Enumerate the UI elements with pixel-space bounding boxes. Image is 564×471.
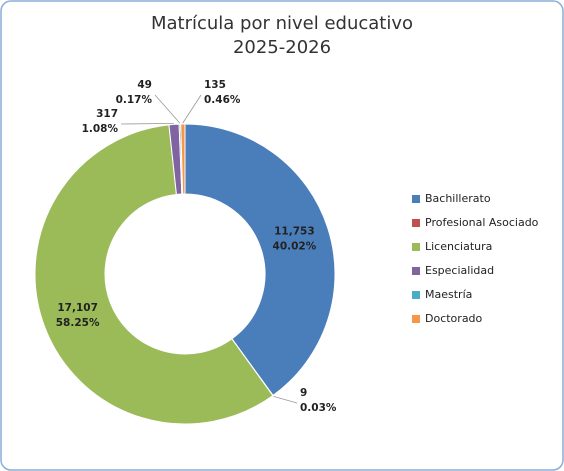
legend-label: Licenciatura	[425, 240, 492, 253]
data-label: 40.02%	[273, 241, 317, 253]
leader-line	[182, 94, 202, 124]
data-label: 9	[300, 387, 307, 399]
legend-label: Doctorado	[425, 312, 483, 325]
data-label: 1.08%	[82, 123, 119, 135]
data-label: 49	[137, 79, 152, 91]
leader-line	[120, 123, 174, 125]
data-label: 11,753	[274, 226, 315, 238]
data-label: 135	[204, 79, 226, 91]
data-label: 0.17%	[116, 94, 153, 106]
donut-slice	[184, 123, 336, 397]
leader-line	[154, 94, 181, 124]
legend-label: Profesional Asociado	[425, 216, 539, 229]
data-label: 0.03%	[300, 402, 337, 414]
legend-swatch	[412, 219, 420, 227]
data-label: 17,107	[57, 302, 98, 314]
chart-title: Matrícula por nivel educativo	[151, 13, 413, 34]
legend-swatch	[412, 315, 420, 323]
legend-swatch	[412, 243, 420, 251]
legend-label: Maestría	[425, 288, 472, 301]
donut-slice	[180, 123, 186, 195]
legend-swatch	[412, 195, 420, 203]
legend-swatch	[412, 267, 420, 275]
data-label: 0.46%	[204, 94, 241, 106]
legend-label: Bachillerato	[425, 192, 491, 205]
data-label: 58.25%	[56, 317, 100, 329]
chart-subtitle: 2025-2026	[233, 37, 331, 58]
data-label: 317	[96, 108, 118, 120]
leader-line	[273, 395, 298, 404]
legend-label: Especialidad	[425, 264, 494, 277]
donut-slice	[34, 124, 274, 425]
legend-swatch	[412, 291, 420, 299]
